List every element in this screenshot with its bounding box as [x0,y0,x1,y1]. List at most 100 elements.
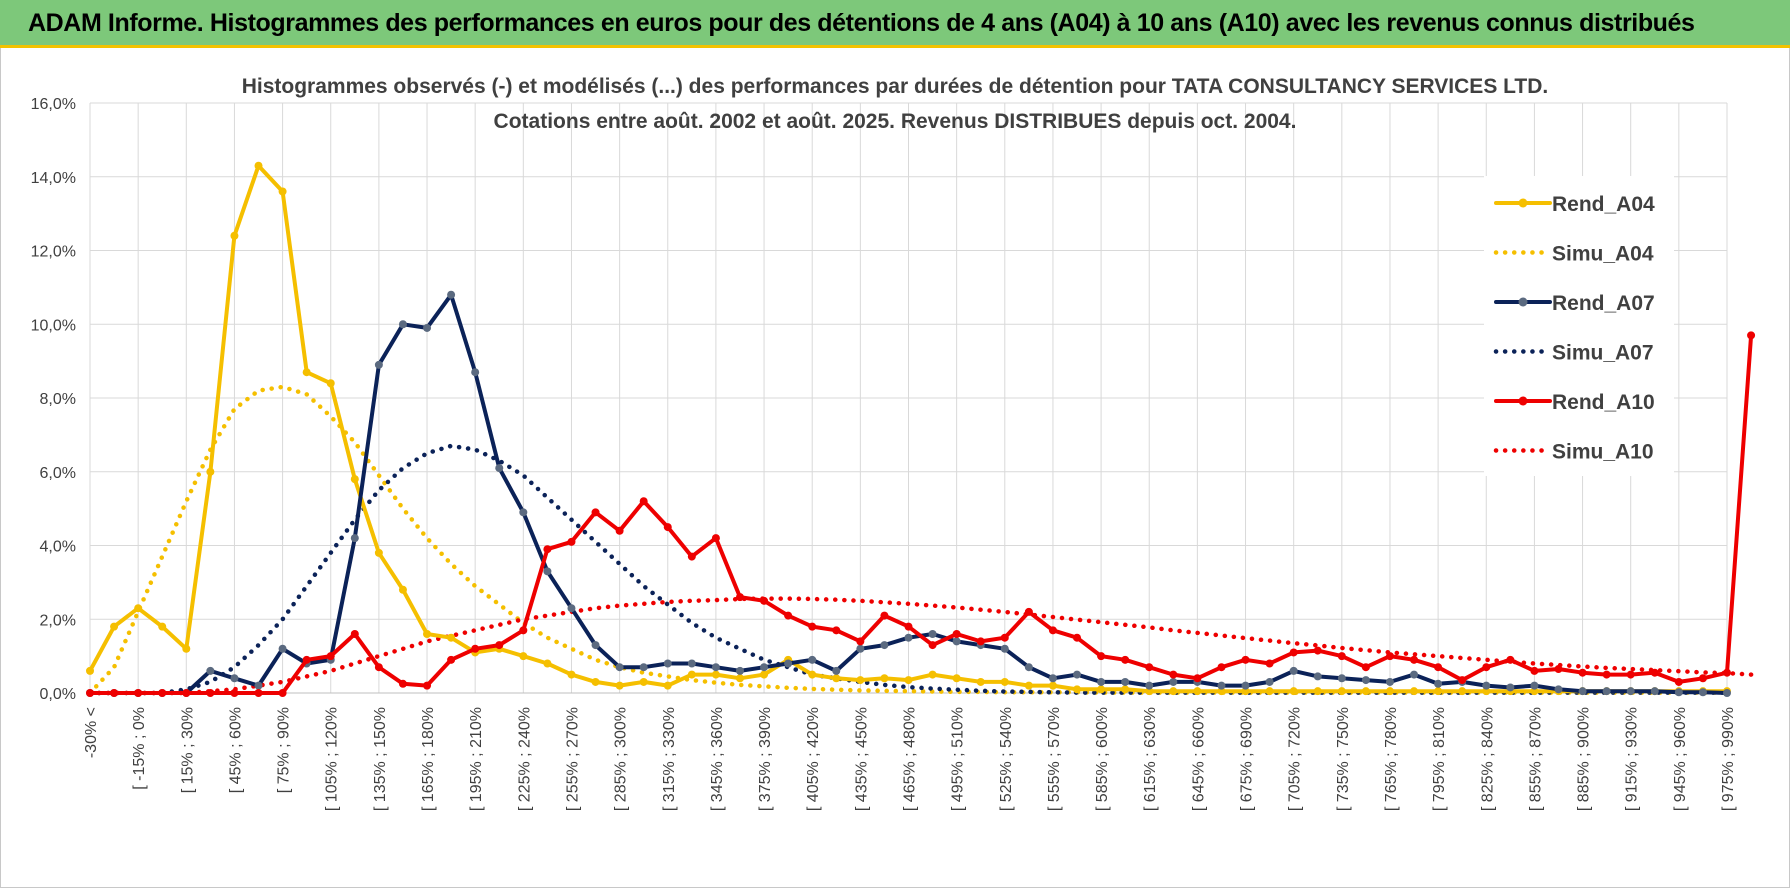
data-point [711,663,720,672]
data-point [86,666,94,675]
data-point [471,368,480,377]
data-point [543,545,552,554]
data-point [1650,687,1659,696]
data-point [1097,677,1106,686]
data-point [1169,670,1178,679]
data-point [808,622,817,631]
data-point [1097,685,1106,694]
data-point [134,604,143,613]
data-point [687,670,696,679]
legend-background [1484,176,1674,476]
legend: Rend_A04 Simu_A04 Rend_A07 Simu_A07 Rend_A10… [1484,176,1674,476]
data-point [1289,648,1298,657]
data-point [832,666,841,675]
data-point [1313,646,1322,655]
data-point [784,611,793,620]
data-point [615,681,624,690]
data-point [1361,663,1370,672]
x-tick-label: [ 825% ; 840% [1479,707,1496,811]
data-point [567,604,576,613]
data-point [567,670,576,679]
data-point [1530,666,1539,675]
page-title: ADAM Informe. Histogrammes des performan… [28,9,1695,37]
data-point [1385,652,1394,661]
data-point [134,689,143,697]
data-point [1241,687,1250,696]
data-point [760,670,769,679]
data-point [326,652,335,661]
data-point [471,644,480,653]
data-point [1121,655,1130,664]
data-point [663,681,672,690]
data-point [1506,655,1515,664]
x-tick-label: [ 465% ; 480% [902,707,919,811]
data-point [1073,670,1082,679]
data-point [495,464,504,473]
data-point [86,689,94,697]
data-point [928,641,937,650]
data-point [182,689,191,697]
data-point [1121,685,1130,694]
data-point [1530,681,1539,690]
x-tick-label: [ 795% ; 810% [1431,707,1448,811]
header-banner: ADAM Informe. Histogrammes des performan… [0,0,1790,48]
data-point [1169,677,1178,686]
data-point [1458,687,1467,696]
data-point [1313,687,1322,696]
data-point [302,655,311,664]
data-point [928,670,937,679]
data-point [447,290,456,299]
x-tick-label: [ 735% ; 750% [1335,707,1352,811]
data-point [639,677,648,686]
x-tick-label: [ 375% ; 390% [757,707,774,811]
data-point [1000,644,1009,653]
data-point [1530,687,1539,696]
data-point [1650,668,1659,677]
data-point [1723,668,1731,677]
data-point [735,593,744,602]
data-point [423,630,432,638]
data-point [519,652,528,661]
data-point [1048,674,1057,683]
data-point [1024,681,1033,690]
data-point [1289,666,1298,675]
data-point [1506,683,1515,692]
y-tick-label: 6,0% [40,465,76,482]
x-tick-label: [ 435% ; 450% [853,707,870,811]
data-point [398,585,407,594]
data-point [615,526,624,535]
data-point [1121,677,1130,686]
y-tick-label: 8,0% [40,391,76,408]
data-point [447,655,456,664]
data-point [1313,672,1322,681]
data-point [423,323,432,332]
x-tick-label: [ 45% ; 60% [227,707,244,793]
data-point [350,630,359,638]
data-point [278,187,287,196]
data-point [880,674,889,683]
data-point [760,663,769,672]
x-tick-label: [ 585% ; 600% [1094,707,1111,811]
data-point [1674,688,1683,697]
data-point [928,630,937,638]
data-point [350,475,359,484]
data-point [904,622,913,631]
data-point [374,548,383,557]
data-point [1337,687,1346,696]
legend-label: Rend_A10 [1552,391,1655,414]
data-point [1578,687,1587,696]
data-point [904,633,913,642]
series-line-simu-a04 [87,384,1730,696]
legend-label: Rend_A07 [1552,292,1655,315]
data-point [1024,607,1033,616]
data-point [1578,668,1587,677]
data-point [1626,670,1635,679]
data-point [1073,633,1082,642]
data-point [832,674,841,683]
x-tick-label: [ 855% ; 870% [1527,707,1544,811]
x-tick-label: [ 555% ; 570% [1046,707,1063,811]
legend-marker [1518,396,1528,406]
data-point [1145,663,1154,672]
x-tick-label: [ 285% ; 300% [613,707,630,811]
data-point [447,633,456,642]
